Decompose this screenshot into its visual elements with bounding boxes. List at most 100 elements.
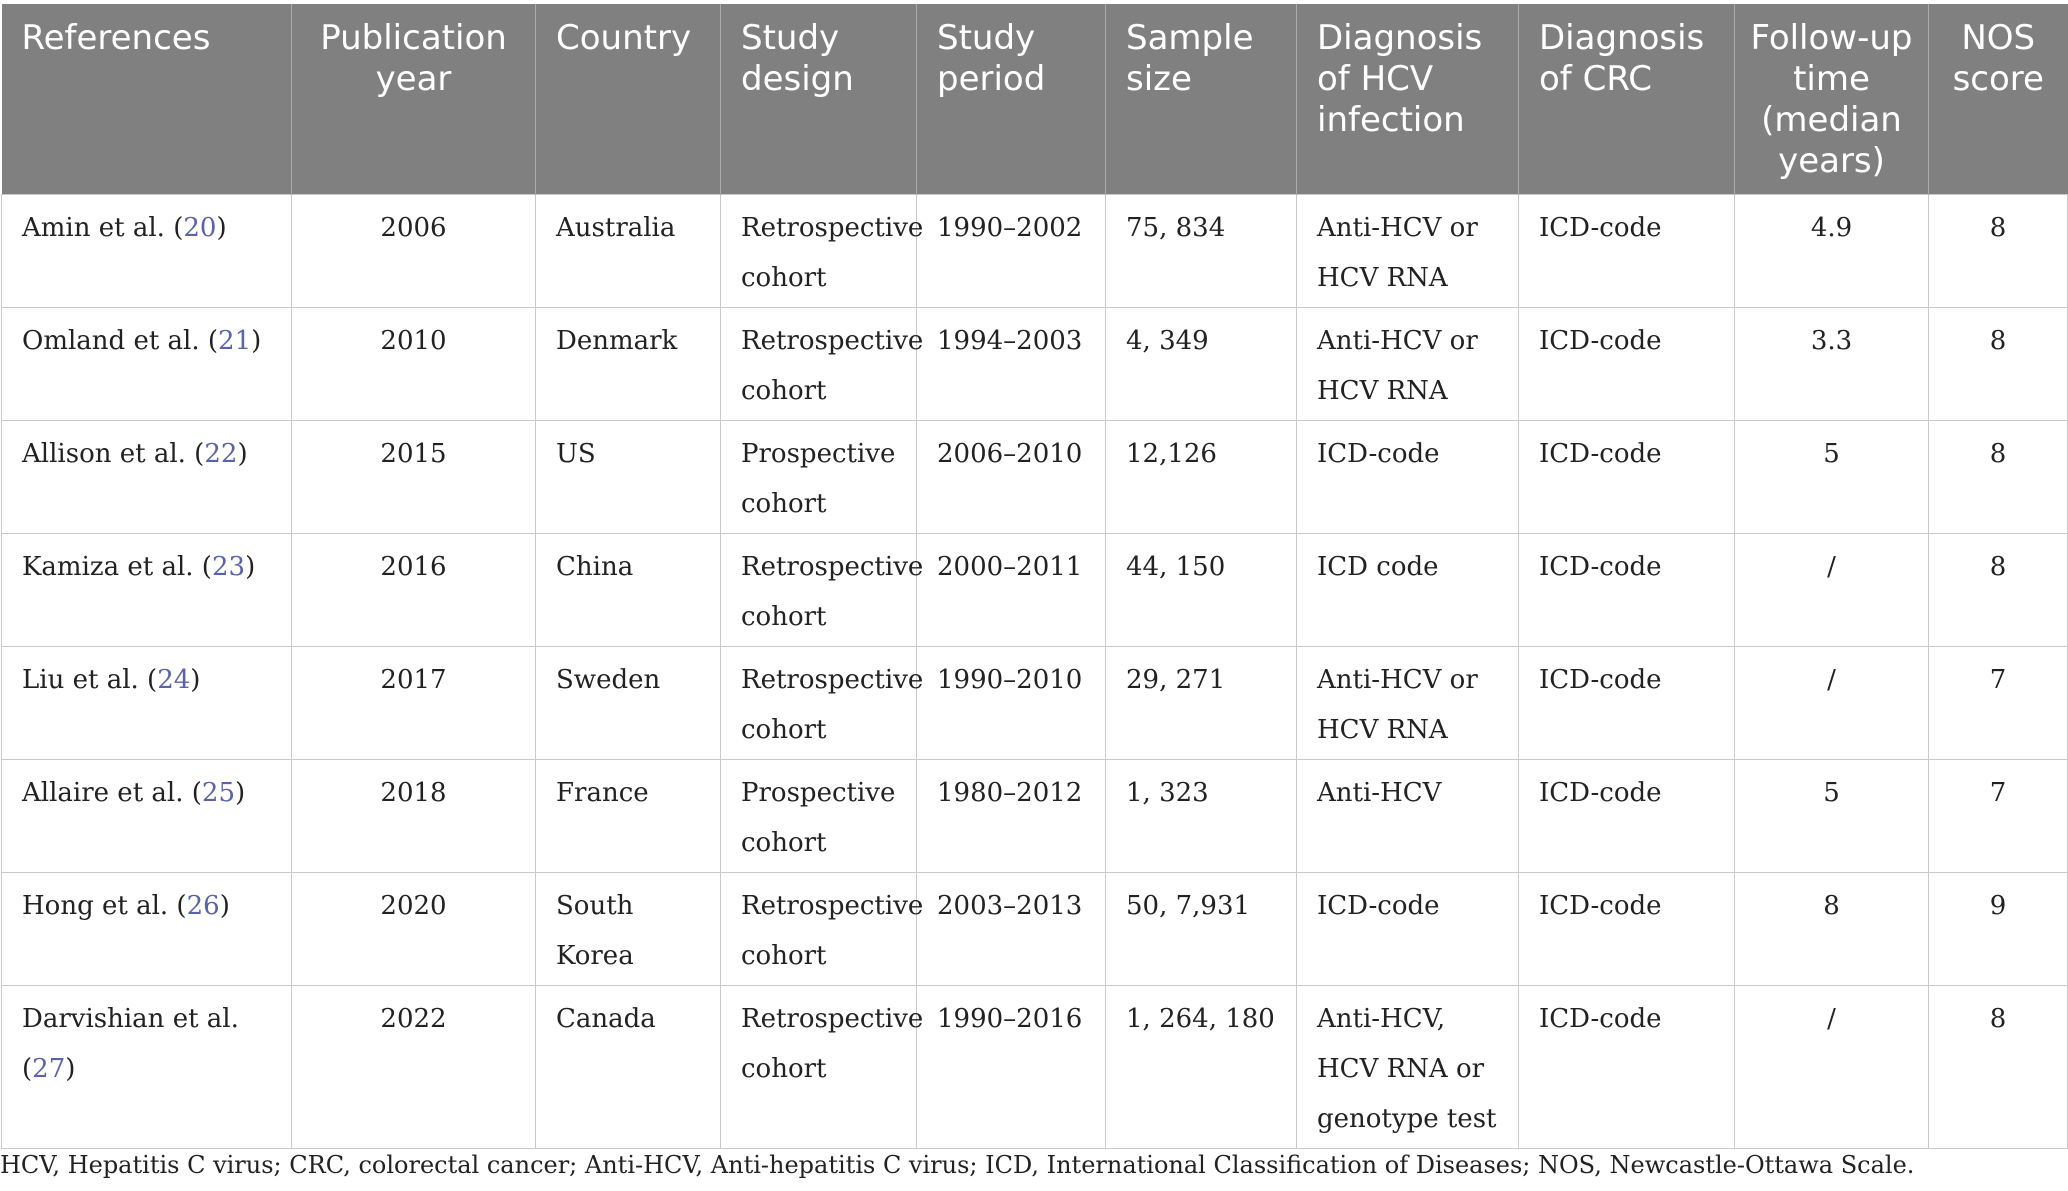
cell-nos-score: 7 bbox=[1928, 759, 2068, 873]
cell-study-period: 1990–2002 bbox=[916, 194, 1106, 308]
cell-study-design: Retrospective cohort bbox=[720, 194, 923, 308]
cell-study-period: 1990–2016 bbox=[916, 985, 1106, 1149]
cell-country: South Korea bbox=[535, 872, 721, 986]
cell-study-design: Retrospective cohort bbox=[720, 872, 923, 986]
cell-year: 2016 bbox=[291, 533, 536, 647]
study-characteristics-table: References Publication year Country Stud… bbox=[1, 4, 2068, 1149]
table-row: Allison et al. (22) 2015 US Prospective coh… bbox=[1, 420, 2068, 534]
cell-reference: Omland et al. (21) bbox=[1, 307, 292, 421]
cell-reference: Allison et al. (22) bbox=[1, 420, 292, 534]
cell-country: Denmark bbox=[535, 307, 721, 421]
paren-close: ) bbox=[245, 552, 256, 582]
header-publication-year: Publication year bbox=[291, 4, 536, 195]
header-diagnosis-crc: Diagnosis of CRC bbox=[1518, 4, 1735, 195]
cell-reference: Kamiza et al. (23) bbox=[1, 533, 292, 647]
author-text: Allison et al. bbox=[22, 439, 186, 469]
cell-diagnosis-hcv: Anti-HCV or HCV RNA bbox=[1296, 646, 1519, 760]
cell-sample-size: 1, 264, 180 bbox=[1105, 985, 1297, 1149]
cell-country: China bbox=[535, 533, 721, 647]
cell-follow-up: / bbox=[1734, 646, 1929, 760]
table-row: Darvishian et al. (27) 2022 Canada Retrospe… bbox=[1, 985, 2068, 1149]
cell-sample-size: 1, 323 bbox=[1105, 759, 1297, 873]
reference-link[interactable]: 24 bbox=[157, 665, 191, 695]
paren-close: ) bbox=[190, 665, 201, 695]
header-study-period: Study period bbox=[916, 4, 1106, 195]
cell-diagnosis-crc: ICD-code bbox=[1518, 420, 1735, 534]
cell-diagnosis-hcv: ICD-code bbox=[1296, 420, 1519, 534]
header-diagnosis-hcv: Diagnosis of HCV infection bbox=[1296, 4, 1519, 195]
header-row: References Publication year Country Stud… bbox=[1, 4, 2068, 195]
cell-year: 2020 bbox=[291, 872, 536, 986]
reference-link[interactable]: 26 bbox=[186, 891, 220, 921]
cell-study-design: Prospective cohort bbox=[720, 420, 917, 534]
cell-reference: Amin et al. (20) bbox=[1, 194, 292, 308]
cell-year: 2015 bbox=[291, 420, 536, 534]
cell-study-design: Retrospective cohort bbox=[720, 985, 923, 1149]
cell-study-period: 1980–2012 bbox=[916, 759, 1106, 873]
cell-country: Sweden bbox=[535, 646, 721, 760]
cell-diagnosis-crc: ICD-code bbox=[1518, 194, 1735, 308]
cell-study-period: 2003–2013 bbox=[916, 872, 1106, 986]
cell-sample-size: 12,126 bbox=[1105, 420, 1297, 534]
cell-diagnosis-hcv: Anti-HCV, HCV RNA or genotype test bbox=[1296, 985, 1519, 1149]
cell-study-period: 2006–2010 bbox=[916, 420, 1106, 534]
paren-close: ) bbox=[219, 891, 230, 921]
table-footnote: HCV, Hepatitis C virus; CRC, colorectal … bbox=[0, 1151, 1915, 1179]
cell-reference: Allaire et al. (25) bbox=[1, 759, 292, 873]
paren-open: ( bbox=[164, 213, 184, 243]
paren-open: ( bbox=[199, 326, 219, 356]
reference-link[interactable]: 21 bbox=[218, 326, 252, 356]
cell-reference: Liu et al. (24) bbox=[1, 646, 292, 760]
cell-nos-score: 8 bbox=[1928, 194, 2068, 308]
study-characteristics-table-wrapper: References Publication year Country Stud… bbox=[0, 4, 2068, 1149]
cell-nos-score: 9 bbox=[1928, 872, 2068, 986]
table-row: Allaire et al. (25) 2018 France Prospective… bbox=[1, 759, 2068, 873]
paren-open: ( bbox=[22, 1054, 33, 1084]
author-text: Hong et al. bbox=[22, 891, 169, 921]
paren-open: ( bbox=[183, 778, 202, 808]
cell-sample-size: 29, 271 bbox=[1105, 646, 1297, 760]
table-row: Kamiza et al. (23) 2016 China Retrospective… bbox=[1, 533, 2068, 647]
paren-open: ( bbox=[168, 891, 187, 921]
cell-nos-score: 8 bbox=[1928, 307, 2068, 421]
cell-country: Canada bbox=[535, 985, 721, 1149]
cell-diagnosis-hcv: Anti-HCV or HCV RNA bbox=[1296, 307, 1519, 421]
header-references: References bbox=[1, 4, 292, 195]
cell-study-period: 1990–2010 bbox=[916, 646, 1106, 760]
cell-diagnosis-hcv: ICD-code bbox=[1296, 872, 1519, 986]
paren-close: ) bbox=[216, 213, 227, 243]
cell-follow-up: / bbox=[1734, 533, 1929, 647]
cell-diagnosis-crc: ICD-code bbox=[1518, 759, 1735, 873]
cell-study-design: Retrospective cohort bbox=[720, 533, 923, 647]
cell-study-period: 1994–2003 bbox=[916, 307, 1106, 421]
table-row: Amin et al. (20) 2006 Australia Retrospecti… bbox=[1, 194, 2068, 308]
cell-follow-up: 3.3 bbox=[1734, 307, 1929, 421]
cell-year: 2006 bbox=[291, 194, 536, 308]
cell-nos-score: 8 bbox=[1928, 985, 2068, 1149]
cell-follow-up: 4.9 bbox=[1734, 194, 1929, 308]
reference-link[interactable]: 20 bbox=[183, 213, 217, 243]
author-text: Liu et al. bbox=[22, 665, 139, 695]
paren-open: ( bbox=[138, 665, 158, 695]
cell-follow-up: 8 bbox=[1734, 872, 1929, 986]
reference-link[interactable]: 23 bbox=[211, 552, 246, 582]
paren-close: ) bbox=[251, 326, 262, 356]
paren-open: ( bbox=[185, 439, 205, 469]
reference-link[interactable]: 22 bbox=[204, 439, 238, 469]
cell-diagnosis-hcv: Anti-HCV bbox=[1296, 759, 1519, 873]
cell-nos-score: 8 bbox=[1928, 533, 2068, 647]
reference-link[interactable]: 27 bbox=[32, 1054, 66, 1084]
reference-link[interactable]: 25 bbox=[201, 778, 235, 808]
header-sample-size: Sample size bbox=[1105, 4, 1297, 195]
cell-country: US bbox=[535, 420, 721, 534]
paren-open: ( bbox=[193, 552, 212, 582]
cell-year: 2018 bbox=[291, 759, 536, 873]
author-text: Omland et al. bbox=[22, 326, 200, 356]
cell-diagnosis-crc: ICD-code bbox=[1518, 985, 1735, 1149]
cell-diagnosis-crc: ICD-code bbox=[1518, 307, 1735, 421]
cell-country: France bbox=[535, 759, 721, 873]
table-row: Hong et al. (26) 2020 South Korea Retrospec… bbox=[1, 872, 2068, 986]
header-follow-up: Follow-up time (median years) bbox=[1734, 4, 1929, 195]
cell-follow-up: 5 bbox=[1734, 420, 1929, 534]
cell-study-design: Retrospective cohort bbox=[720, 307, 923, 421]
